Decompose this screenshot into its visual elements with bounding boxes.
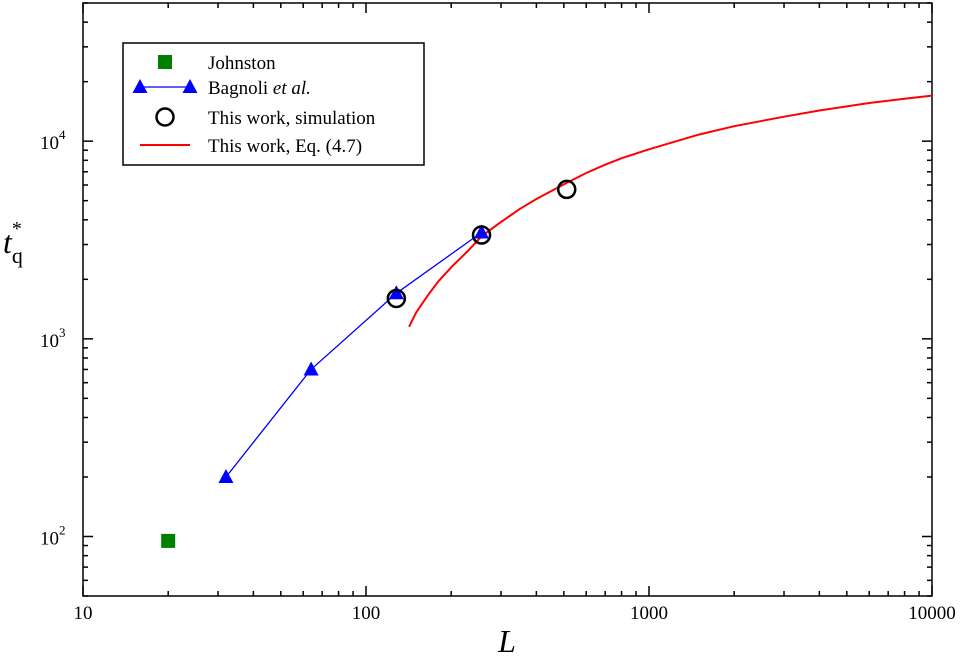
legend-label: This work, simulation [208,108,376,129]
legend: Johnston Bagnoli et al. This work, simulat… [122,42,425,166]
y-tick-exponent: 4 [59,127,66,142]
y-tick-base: 10 [40,528,59,549]
legend-swatch-marker [182,79,198,93]
y-tick-label: 103 [40,325,66,352]
x-tick-label: 10000 [908,603,956,624]
series-line-bagnoli [225,231,482,478]
data-point-bagnoli [388,285,404,300]
x-axis-label: L [497,623,516,657]
y-tick-base: 10 [40,133,59,154]
y-axis-label-main: t [3,224,13,260]
axis-ticks [82,2,933,597]
legend-swatch-marker [155,107,175,127]
legend-item-bagnoli: Bagnoli et al. [132,78,311,99]
data-point-bagnoli [218,468,234,483]
data-point-sim [471,225,492,245]
y-tick-exponent: 2 [59,522,66,537]
data-point-sim [386,288,407,309]
y-tick-base: 10 [40,331,59,352]
plot-frame [82,2,933,597]
y-tick-label: 104 [40,127,66,154]
legend-item-johnston: Johnston [158,53,276,74]
data-point-johnston [161,533,176,548]
legend-item-sim: This work, simulation [155,107,376,129]
y-tick-exponent: 3 [59,325,66,340]
legend-swatch-marker [158,55,172,69]
y-axis-label-sub: q [12,243,23,268]
legend-label: Johnston [208,53,276,74]
data-point-sim [556,179,577,200]
x-tick-label: 100 [352,603,381,624]
y-axis-label: tq * [3,218,23,268]
y-axis-label-sup: * [12,218,22,240]
series-line-eq [408,94,933,328]
data-point-bagnoli [303,361,319,376]
legend-label: Bagnoli et al. [208,78,311,99]
y-tick-label: 102 [40,522,66,549]
x-tick-label: 1000 [630,603,668,624]
legend-swatch-marker [132,79,148,93]
legend-label: This work, Eq. (4.7) [208,136,362,157]
series-lines [225,94,933,478]
data-point-bagnoli [474,224,490,239]
x-tick-label: 10 [74,603,93,624]
legend-item-eq: This work, Eq. (4.7) [140,136,362,157]
series-markers [161,179,577,548]
